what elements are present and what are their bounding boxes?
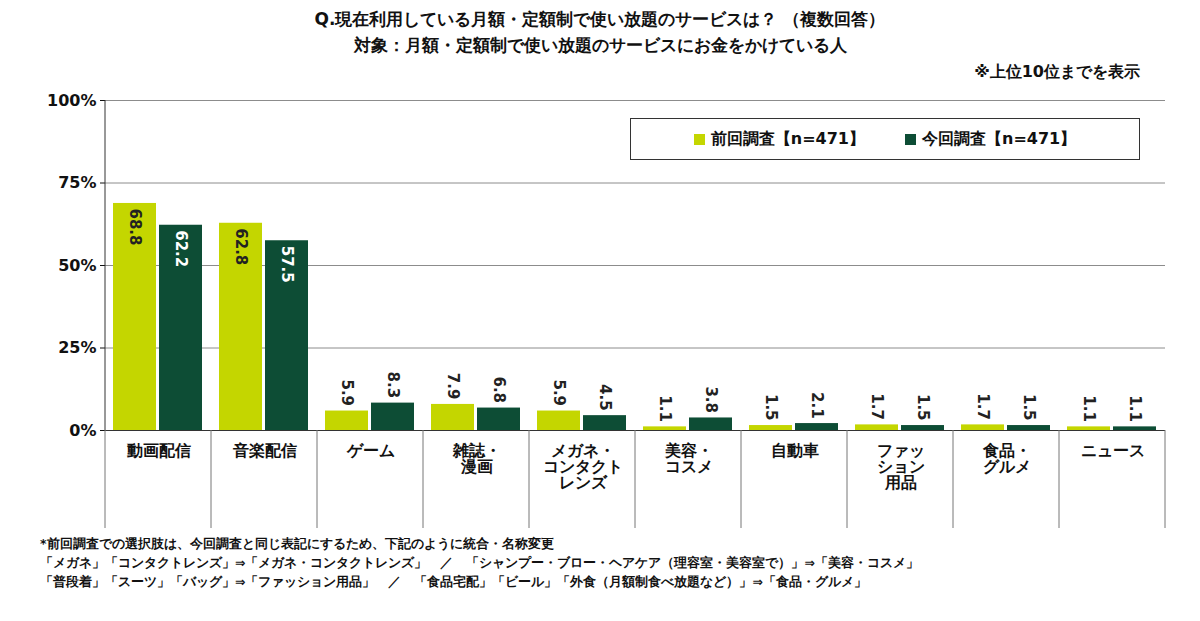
svg-text:1.7: 1.7 xyxy=(868,393,886,420)
svg-text:動画配信: 動画配信 xyxy=(126,441,191,460)
svg-text:ニュース: ニュース xyxy=(1081,441,1145,460)
svg-text:25%: 25% xyxy=(58,338,96,357)
svg-text:8.3: 8.3 xyxy=(384,372,402,399)
html-text:前回調査【n=471】: 前回調査【n=471】 xyxy=(710,128,865,148)
svg-text:50%: 50% xyxy=(58,256,96,275)
svg-text:5.9: 5.9 xyxy=(550,379,568,406)
svg-text:ファッション用品: ファッション用品 xyxy=(877,441,925,492)
svg-text:2.1: 2.1 xyxy=(808,392,826,419)
svg-text:1.5: 1.5 xyxy=(1020,394,1038,421)
svg-text:0%: 0% xyxy=(69,421,96,440)
svg-text:100%: 100% xyxy=(47,91,96,110)
html-text:「普段着」「スーツ」「バッグ」⇒「ファッション用品」 ／ 「: 「普段着」「スーツ」「バッグ」⇒「ファッション用品」 ／ 「食品宅配」「ビール」… xyxy=(40,574,867,589)
svg-text:5.9: 5.9 xyxy=(338,379,356,406)
svg-text:自動車: 自動車 xyxy=(771,441,819,460)
html-text:「メガネ」「コンタクトレンズ」⇒「メガネ・コンタクトレンズ」: 「メガネ」「コンタクトレンズ」⇒「メガネ・コンタクトレンズ」 ／ 「シャンプー・… xyxy=(40,555,919,570)
svg-text:1.5: 1.5 xyxy=(762,394,780,421)
svg-text:1.5: 1.5 xyxy=(914,394,932,421)
html-text:*前回調査での選択肢は、今回調査と同じ表記にするため、下記の: *前回調査での選択肢は、今回調査と同じ表記にするため、下記のように統合・名称変更 xyxy=(40,536,554,551)
svg-text:62.8: 62.8 xyxy=(232,228,250,265)
svg-text:雑誌・漫画: 雑誌・漫画 xyxy=(452,441,501,476)
svg-text:57.5: 57.5 xyxy=(278,246,296,283)
svg-text:1.1: 1.1 xyxy=(1080,395,1098,422)
svg-text:7.9: 7.9 xyxy=(444,373,462,400)
svg-text:1.1: 1.1 xyxy=(656,395,674,422)
svg-text:1.1: 1.1 xyxy=(1126,395,1144,422)
svg-text:4.5: 4.5 xyxy=(596,384,614,411)
svg-text:75%: 75% xyxy=(58,173,96,192)
svg-text:食品・グルメ: 食品・グルメ xyxy=(982,441,1031,476)
html-text:Q.現在利用している月額・定額制で使い放題のサービスは？ （: Q.現在利用している月額・定額制で使い放題のサービスは？ （複数回答） xyxy=(314,9,886,29)
svg-text:3.8: 3.8 xyxy=(702,386,720,413)
html-text:今回調査【n=471】: 今回調査【n=471】 xyxy=(922,128,1077,148)
svg-text:美容・コスメ: 美容・コスメ xyxy=(664,441,713,476)
html-text:対象：月額・定額制で使い放題のサービスにお金をかけている人: 対象：月額・定額制で使い放題のサービスにお金をかけている人 xyxy=(353,35,847,55)
html-text:※上位10位までを表示: ※上位10位までを表示 xyxy=(974,62,1140,81)
svg-text:ゲーム: ゲーム xyxy=(346,441,395,460)
svg-text:68.8: 68.8 xyxy=(126,208,144,245)
svg-text:音楽配信: 音楽配信 xyxy=(232,441,297,460)
svg-text:62.2: 62.2 xyxy=(172,230,190,267)
svg-text:6.8: 6.8 xyxy=(490,376,508,403)
svg-text:メガネ・コンタクトレンズ: メガネ・コンタクトレンズ xyxy=(543,441,623,492)
svg-text:1.7: 1.7 xyxy=(974,393,992,420)
